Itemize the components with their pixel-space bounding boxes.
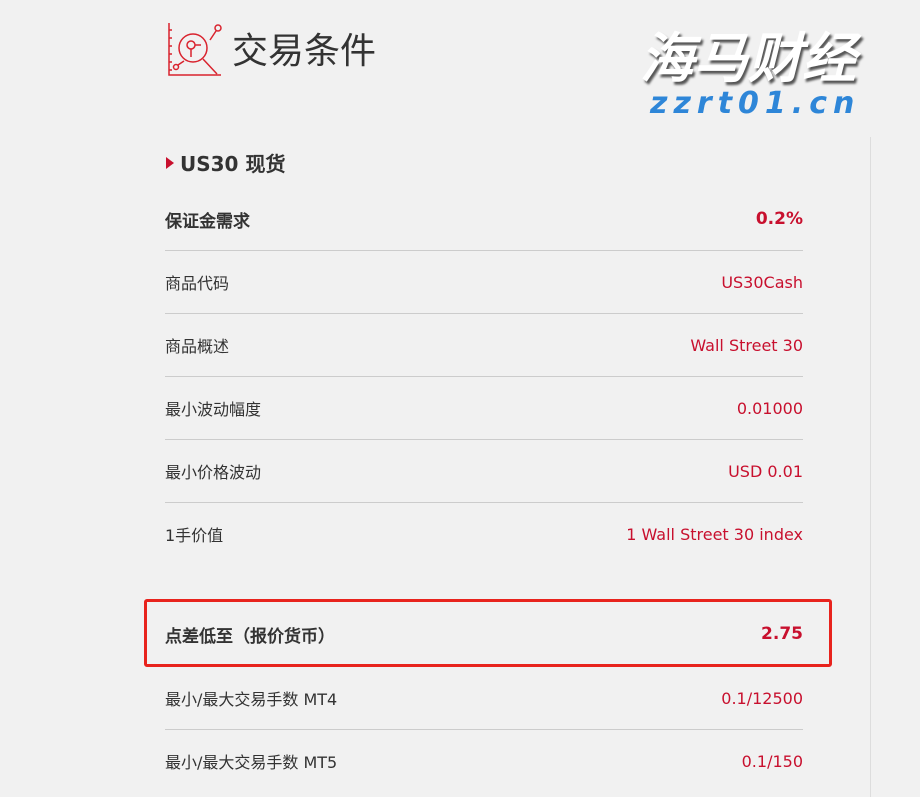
row-value: 0.1/12500 (721, 688, 803, 708)
row-label: 最小价格波动 (165, 463, 262, 482)
row-value: 2.75 (761, 624, 803, 644)
table-row: 商品代码 US30Cash (165, 251, 803, 314)
page-title: 交易条件 (232, 31, 377, 72)
section-title-text: US30 现货 (180, 152, 286, 176)
row-label: 最小/最大交易手数 MT4 (165, 690, 338, 709)
table-row: 1手价值 1 Wall Street 30 index (165, 503, 803, 565)
table-row: 最小/最大交易手数 MT5 0.1/150 (165, 730, 803, 792)
row-value: 0.1/150 (741, 751, 803, 771)
row-label: 最小/最大交易手数 MT5 (165, 753, 338, 772)
chart-magnifier-icon (168, 23, 222, 76)
row-label: 商品概述 (165, 337, 230, 356)
table-row: 最小价格波动 USD 0.01 (165, 440, 803, 503)
row-value: 0.01000 (736, 398, 803, 418)
row-label: 点差低至（报价货币） (165, 626, 335, 647)
row-label: 1手价值 (165, 526, 224, 545)
table-row: 最小/最大交易手数 MT4 0.1/12500 (165, 667, 803, 730)
row-value: USD 0.01 (728, 461, 803, 481)
highlight-box (144, 599, 832, 667)
row-label: 商品代码 (165, 274, 230, 293)
table-row: 保证金需求 0.2% (165, 188, 803, 251)
row-value: US30Cash (721, 272, 803, 292)
watermark-url: zzrt01.cn (650, 86, 861, 121)
row-value: Wall Street 30 (690, 335, 803, 355)
row-value: 0.2% (755, 209, 803, 229)
caret-right-icon (166, 157, 174, 169)
row-label: 最小波动幅度 (165, 400, 262, 419)
row-value: 1 Wall Street 30 index (626, 524, 803, 544)
table-row: 商品概述 Wall Street 30 (165, 314, 803, 377)
divider (870, 137, 871, 797)
watermark-logo: 海马财经 (640, 27, 856, 90)
table-row: 最小波动幅度 0.01000 (165, 377, 803, 440)
row-label: 保证金需求 (165, 211, 250, 232)
section-title[interactable]: US30 现货 (166, 148, 285, 177)
